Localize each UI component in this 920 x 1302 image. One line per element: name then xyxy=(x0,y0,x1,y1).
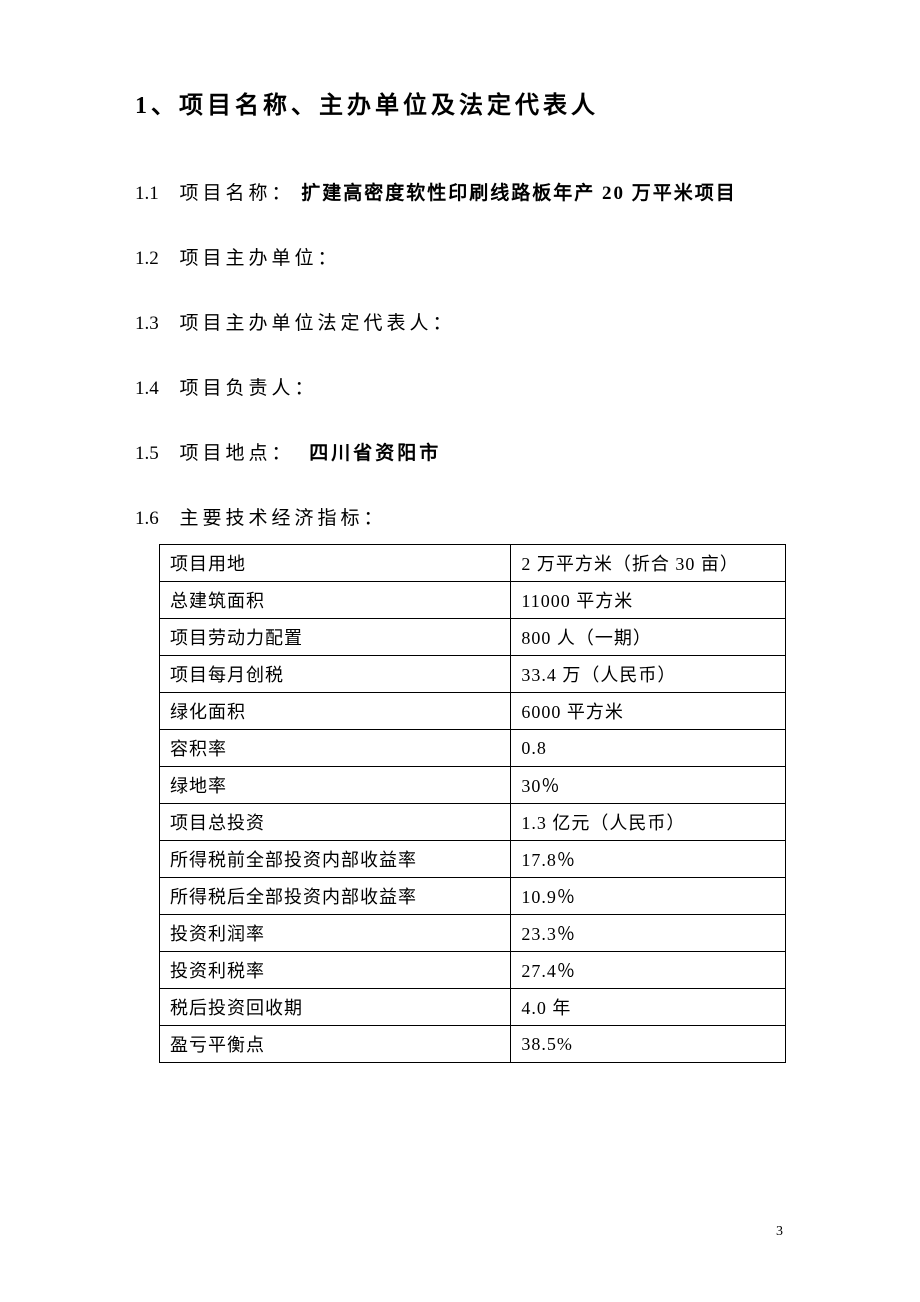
indicator-value: 23.3％ xyxy=(511,915,786,952)
page-number: 3 xyxy=(776,1224,783,1240)
indicator-key: 税后投资回收期 xyxy=(160,989,511,1026)
table-row: 项目每月创税33.4 万（人民币） xyxy=(160,656,786,693)
item-label: 项目主办单位： xyxy=(180,248,341,269)
table-row: 总建筑面积11000 平方米 xyxy=(160,582,786,619)
item-label: 主要技术经济指标： xyxy=(180,508,387,529)
item-number: 1.3 xyxy=(135,313,159,334)
item-number: 1.2 xyxy=(135,248,159,269)
item-number: 1.1 xyxy=(135,183,159,204)
item-label: 项目地点： xyxy=(180,443,295,464)
item-legal-rep: 1.3 项目主办单位法定代表人： xyxy=(135,308,790,335)
indicator-value: 6000 平方米 xyxy=(511,693,786,730)
item-number: 1.4 xyxy=(135,378,159,399)
indicator-key: 投资利税率 xyxy=(160,952,511,989)
table-row: 项目用地2 万平方米（折合 30 亩） xyxy=(160,545,786,582)
indicator-key: 所得税后全部投资内部收益率 xyxy=(160,878,511,915)
item-value: 扩建高密度软性印刷线路板年产 20 万平米项目 xyxy=(301,183,737,204)
indicator-key: 项目总投资 xyxy=(160,804,511,841)
table-row: 项目劳动力配置800 人（一期） xyxy=(160,619,786,656)
item-indicators: 1.6 主要技术经济指标： xyxy=(135,503,790,530)
indicator-key: 绿地率 xyxy=(160,767,511,804)
item-label: 项目负责人： xyxy=(180,378,318,399)
item-host-unit: 1.2 项目主办单位： xyxy=(135,243,790,270)
indicator-value: 27.4％ xyxy=(511,952,786,989)
indicator-value: 0.8 xyxy=(511,730,786,767)
indicator-value: 4.0 年 xyxy=(511,989,786,1026)
indicator-key: 项目劳动力配置 xyxy=(160,619,511,656)
indicator-value: 2 万平方米（折合 30 亩） xyxy=(511,545,786,582)
table-row: 税后投资回收期4.0 年 xyxy=(160,989,786,1026)
table-row: 投资利税率27.4％ xyxy=(160,952,786,989)
indicators-table: 项目用地2 万平方米（折合 30 亩）总建筑面积11000 平方米项目劳动力配置… xyxy=(159,544,786,1063)
indicator-value: 10.9％ xyxy=(511,878,786,915)
item-value: 四川省资阳市 xyxy=(309,443,441,464)
indicator-value: 1.3 亿元（人民币） xyxy=(511,804,786,841)
table-row: 绿地率30％ xyxy=(160,767,786,804)
table-row: 所得税前全部投资内部收益率17.8％ xyxy=(160,841,786,878)
indicator-value: 33.4 万（人民币） xyxy=(511,656,786,693)
section-heading: 1、项目名称、主办单位及法定代表人 xyxy=(135,85,790,120)
table-row: 投资利润率23.3％ xyxy=(160,915,786,952)
indicator-value: 800 人（一期） xyxy=(511,619,786,656)
table-row: 容积率0.8 xyxy=(160,730,786,767)
indicator-value: 30％ xyxy=(511,767,786,804)
item-project-name: 1.1 项目名称： 扩建高密度软性印刷线路板年产 20 万平米项目 xyxy=(135,178,790,205)
indicator-value: 17.8％ xyxy=(511,841,786,878)
table-row: 盈亏平衡点38.5% xyxy=(160,1026,786,1063)
item-number: 1.6 xyxy=(135,508,159,529)
indicator-value: 11000 平方米 xyxy=(511,582,786,619)
indicator-key: 项目每月创税 xyxy=(160,656,511,693)
indicator-key: 总建筑面积 xyxy=(160,582,511,619)
item-number: 1.5 xyxy=(135,443,159,464)
indicator-key: 容积率 xyxy=(160,730,511,767)
item-label: 项目名称： xyxy=(180,183,295,204)
item-label: 项目主办单位法定代表人： xyxy=(180,313,456,334)
indicator-key: 投资利润率 xyxy=(160,915,511,952)
indicator-key: 项目用地 xyxy=(160,545,511,582)
table-row: 绿化面积6000 平方米 xyxy=(160,693,786,730)
indicator-key: 盈亏平衡点 xyxy=(160,1026,511,1063)
indicator-value: 38.5% xyxy=(511,1026,786,1063)
indicator-key: 所得税前全部投资内部收益率 xyxy=(160,841,511,878)
item-owner: 1.4 项目负责人： xyxy=(135,373,790,400)
table-row: 所得税后全部投资内部收益率10.9％ xyxy=(160,878,786,915)
table-row: 项目总投资1.3 亿元（人民币） xyxy=(160,804,786,841)
indicator-key: 绿化面积 xyxy=(160,693,511,730)
item-location: 1.5 项目地点： 四川省资阳市 xyxy=(135,438,790,465)
